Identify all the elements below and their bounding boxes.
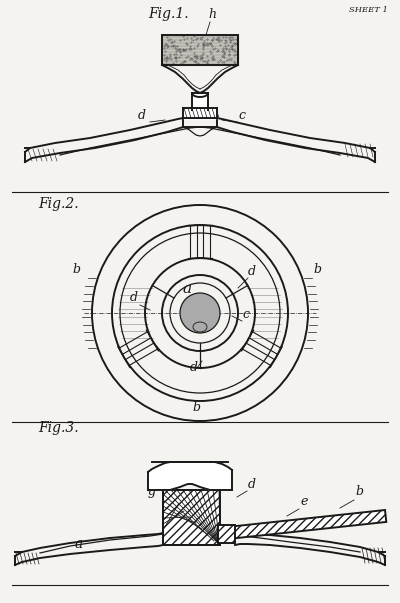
Text: b: b bbox=[192, 401, 200, 414]
Text: Fig.2.: Fig.2. bbox=[38, 197, 79, 211]
Text: e: e bbox=[300, 495, 307, 508]
Text: h: h bbox=[208, 8, 216, 21]
Polygon shape bbox=[163, 490, 220, 545]
Text: d: d bbox=[248, 478, 256, 491]
Text: d: d bbox=[130, 291, 138, 304]
Text: g: g bbox=[148, 485, 156, 498]
Text: Fig.3.: Fig.3. bbox=[38, 421, 79, 435]
Polygon shape bbox=[148, 462, 232, 490]
Polygon shape bbox=[162, 35, 238, 65]
Text: f: f bbox=[222, 472, 227, 485]
Text: a: a bbox=[75, 537, 83, 551]
Text: SHEET 1: SHEET 1 bbox=[349, 6, 388, 14]
Text: b: b bbox=[355, 485, 363, 498]
Text: d: d bbox=[138, 109, 146, 122]
Polygon shape bbox=[218, 525, 235, 543]
Text: a: a bbox=[182, 282, 191, 296]
Text: d: d bbox=[248, 265, 256, 278]
Polygon shape bbox=[218, 510, 386, 540]
Text: c: c bbox=[242, 308, 249, 321]
Text: d: d bbox=[190, 361, 198, 374]
Polygon shape bbox=[163, 490, 220, 545]
Polygon shape bbox=[183, 108, 217, 118]
Text: Fig.1.: Fig.1. bbox=[148, 7, 189, 21]
Text: c: c bbox=[238, 109, 245, 122]
Text: b: b bbox=[72, 263, 80, 276]
Polygon shape bbox=[192, 93, 208, 110]
Ellipse shape bbox=[180, 293, 220, 333]
Text: b: b bbox=[313, 263, 321, 276]
